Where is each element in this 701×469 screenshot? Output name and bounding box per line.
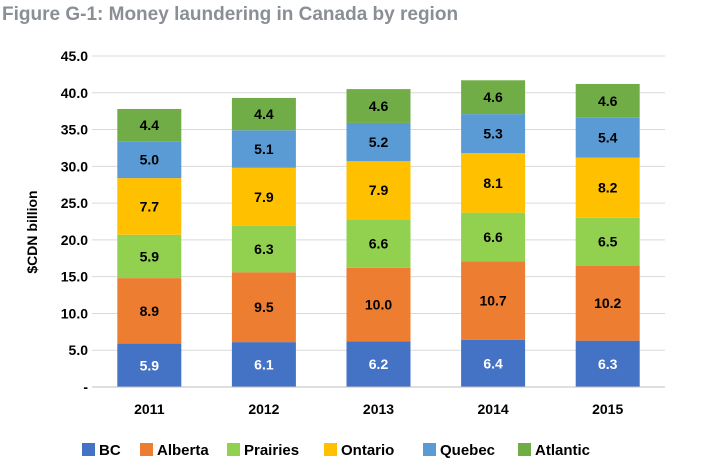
bar-segment — [461, 339, 526, 387]
legend-label: Atlantic — [535, 442, 590, 459]
legend-swatch — [423, 443, 436, 456]
legend-label: Quebec — [440, 442, 495, 459]
legend: BC Alberta Prairies Ontario Quebec Atlantic — [82, 442, 590, 459]
y-tick-label: 25.0 — [61, 195, 88, 211]
x-tick-label: 2013 — [363, 401, 394, 417]
y-tick-label: - — [83, 379, 88, 395]
x-tick-label: 2015 — [592, 401, 623, 417]
data-label: 5.3 — [483, 126, 503, 142]
x-tick-label: 2014 — [478, 401, 509, 417]
y-tick-label: 20.0 — [61, 232, 88, 248]
y-tick-label: 35.0 — [61, 122, 88, 138]
bar-segment — [346, 267, 411, 342]
data-label: 10.2 — [594, 295, 621, 311]
bar-segment — [461, 80, 526, 115]
y-axis-label: $CDN billion — [24, 190, 40, 273]
legend-label: Alberta — [157, 442, 209, 459]
bar-segment — [117, 178, 182, 235]
legend-label: BC — [99, 442, 121, 459]
data-label: 5.9 — [140, 248, 160, 264]
x-tick-label: 2011 — [134, 401, 165, 417]
bar-segment — [231, 342, 296, 387]
y-tick-label: 45.0 — [61, 48, 88, 64]
y-tick-label: 10.0 — [61, 305, 88, 321]
data-label: 6.5 — [598, 234, 618, 250]
bar-segment — [575, 117, 640, 158]
data-label: 6.4 — [483, 355, 503, 371]
data-label: 4.4 — [140, 117, 160, 133]
data-label: 7.9 — [369, 182, 389, 198]
x-tick-label: 2012 — [248, 401, 279, 417]
y-tick-label: 30.0 — [61, 158, 88, 174]
bar-segment — [117, 108, 182, 142]
bar-segment — [117, 343, 182, 387]
data-label: 4.6 — [483, 89, 503, 105]
legend-swatch — [324, 443, 337, 456]
legend-label: Ontario — [341, 442, 394, 459]
bar-segment — [346, 219, 411, 268]
data-label: 5.0 — [140, 152, 160, 168]
bar-segment — [575, 340, 640, 387]
data-label: 10.0 — [365, 297, 392, 313]
figure-title: Figure G-1: Money laundering in Canada b… — [2, 4, 459, 25]
bar-segment — [575, 157, 640, 218]
data-label: 5.9 — [140, 357, 160, 373]
data-label: 6.2 — [369, 356, 389, 372]
y-tick-label: 5.0 — [69, 342, 89, 358]
data-label: 4.6 — [598, 93, 618, 109]
data-label: 5.2 — [369, 134, 389, 150]
bar-segment — [346, 89, 411, 123]
bar-segment — [231, 167, 296, 226]
y-tick-label: 40.0 — [61, 85, 88, 101]
data-label: 6.1 — [254, 357, 274, 373]
bar-segment — [461, 212, 526, 262]
y-tick-label: 15.0 — [61, 269, 88, 285]
bar-segment — [231, 225, 296, 273]
bars: 5.9 8.9 5.9 7.7 5.0 4.4 6.1 9.5 6.3 7.9 5.1 4.4 6.2 1… — [117, 80, 640, 387]
x-axis-ticks: 2011 2012 2013 2014 2015 — [134, 401, 623, 417]
legend-label: Prairies — [244, 442, 299, 459]
bar-segment — [575, 265, 640, 341]
bar-segment — [346, 161, 411, 220]
y-axis-ticks: - 5.0 10.0 15.0 20.0 25.0 30.0 35.0 40.0 45.0 — [61, 48, 89, 395]
data-label: 5.1 — [254, 141, 274, 157]
data-label: 8.9 — [140, 303, 160, 319]
legend-swatch — [82, 443, 95, 456]
bar-segment — [461, 153, 526, 213]
data-label: 6.3 — [598, 356, 618, 372]
data-label: 9.5 — [254, 299, 274, 315]
bar-segment — [231, 272, 296, 343]
data-label: 7.7 — [140, 198, 160, 214]
data-label: 8.2 — [598, 180, 618, 196]
bar-segment — [461, 114, 526, 154]
legend-swatch — [140, 443, 153, 456]
bar-segment — [117, 234, 182, 279]
bar-segment — [575, 83, 640, 118]
data-label: 6.6 — [483, 229, 503, 245]
legend-swatch — [518, 443, 531, 456]
legend-swatch — [227, 443, 240, 456]
data-label: 6.3 — [254, 241, 274, 257]
data-label: 7.9 — [254, 189, 274, 205]
bar-segment — [117, 278, 182, 344]
data-label: 8.1 — [483, 175, 503, 191]
bar-segment — [117, 141, 182, 179]
bar-segment — [231, 97, 296, 131]
bar-segment — [346, 122, 411, 162]
data-label: 5.4 — [598, 130, 618, 146]
data-label: 4.6 — [369, 98, 389, 114]
bar-segment — [461, 261, 526, 340]
bar-segment — [231, 130, 296, 168]
bar-segment — [575, 217, 640, 266]
bar-segment — [346, 341, 411, 387]
data-label: 10.7 — [479, 293, 506, 309]
data-label: 6.6 — [369, 236, 389, 252]
data-label: 4.4 — [254, 106, 274, 122]
